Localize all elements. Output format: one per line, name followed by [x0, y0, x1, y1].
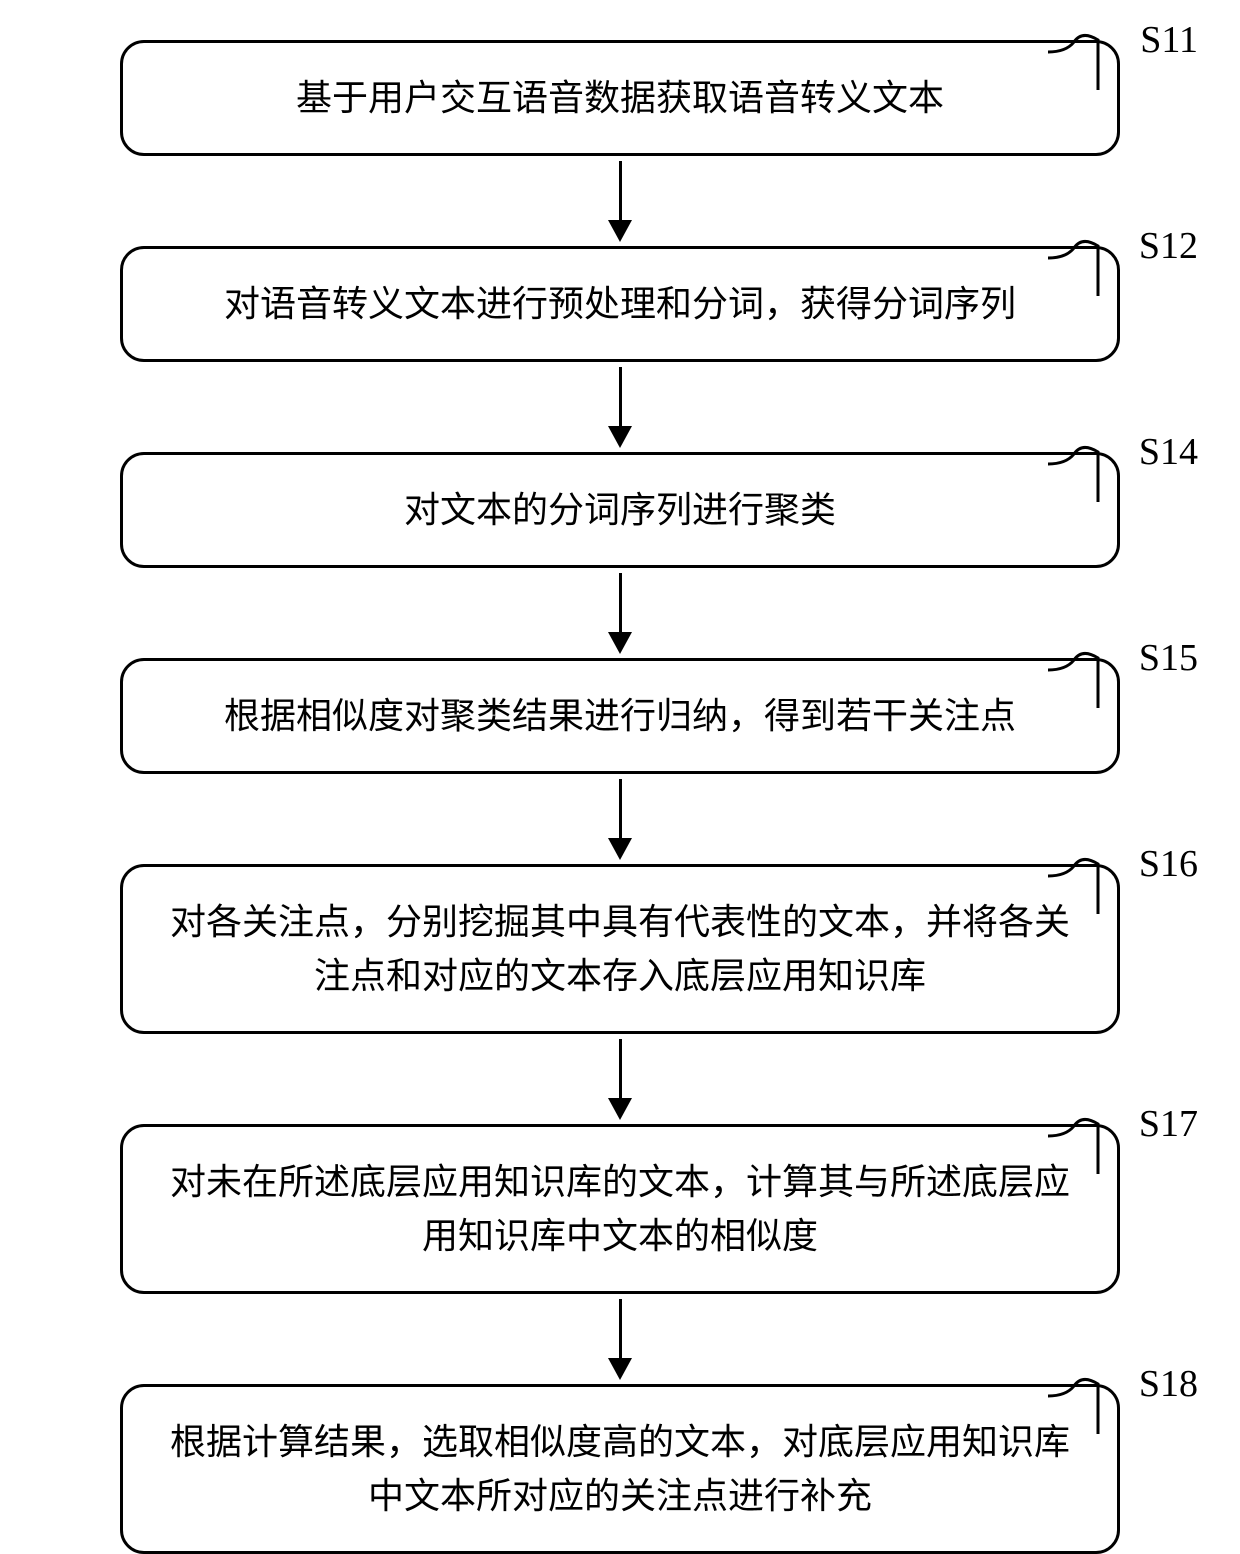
node-wrapper-s17: 对未在所述底层应用知识库的文本，计算其与所述底层应用知识库中文本的相似度 S17: [60, 1124, 1180, 1294]
flowchart-node-s11: 基于用户交互语音数据获取语音转义文本: [120, 40, 1120, 156]
arrow-head: [608, 838, 632, 860]
node-wrapper-s14: 对文本的分词序列进行聚类 S14: [60, 452, 1180, 568]
node-text-s12: 对语音转义文本进行预处理和分词，获得分词序列: [224, 277, 1016, 331]
arrow-head: [608, 1358, 632, 1380]
arrow-line: [619, 1039, 622, 1099]
arrow-head: [608, 426, 632, 448]
arrow-head: [608, 220, 632, 242]
arrow-line: [619, 367, 622, 427]
flowchart-node-s16: 对各关注点，分别挖掘其中具有代表性的文本，并将各关注点和对应的文本存入底层应用知…: [120, 864, 1120, 1034]
node-wrapper-s11: 基于用户交互语音数据获取语音转义文本 S11: [60, 40, 1180, 156]
arrow-4: [608, 774, 632, 864]
arrow-line: [619, 1299, 622, 1359]
step-label-s18: S18: [1139, 1362, 1198, 1406]
flowchart-node-s17: 对未在所述底层应用知识库的文本，计算其与所述底层应用知识库中文本的相似度: [120, 1124, 1120, 1294]
node-text-s16: 对各关注点，分别挖掘其中具有代表性的文本，并将各关注点和对应的文本存入底层应用知…: [163, 895, 1077, 1003]
arrow-line: [619, 161, 622, 221]
flowchart-node-s15: 根据相似度对聚类结果进行归纳，得到若干关注点: [120, 658, 1120, 774]
flowchart-node-s14: 对文本的分词序列进行聚类: [120, 452, 1120, 568]
arrow-line: [619, 779, 622, 839]
flowchart-container: 基于用户交互语音数据获取语音转义文本 S11 对语音转义文本进行预处理和分词，获…: [60, 40, 1180, 1554]
node-text-s18: 根据计算结果，选取相似度高的文本，对底层应用知识库中文本所对应的关注点进行补充: [163, 1415, 1077, 1523]
node-text-s11: 基于用户交互语音数据获取语音转义文本: [296, 71, 944, 125]
flowchart-node-s12: 对语音转义文本进行预处理和分词，获得分词序列: [120, 246, 1120, 362]
arrow-head: [608, 632, 632, 654]
step-label-s14: S14: [1139, 430, 1198, 474]
node-text-s17: 对未在所述底层应用知识库的文本，计算其与所述底层应用知识库中文本的相似度: [163, 1155, 1077, 1263]
node-wrapper-s15: 根据相似度对聚类结果进行归纳，得到若干关注点 S15: [60, 658, 1180, 774]
arrow-line: [619, 573, 622, 633]
node-text-s14: 对文本的分词序列进行聚类: [404, 483, 836, 537]
step-label-s12: S12: [1139, 224, 1198, 268]
node-text-s15: 根据相似度对聚类结果进行归纳，得到若干关注点: [224, 689, 1016, 743]
flowchart-node-s18: 根据计算结果，选取相似度高的文本，对底层应用知识库中文本所对应的关注点进行补充: [120, 1384, 1120, 1554]
arrow-3: [608, 568, 632, 658]
step-label-s16: S16: [1139, 842, 1198, 886]
arrow-head: [608, 1098, 632, 1120]
arrow-1: [608, 156, 632, 246]
node-wrapper-s12: 对语音转义文本进行预处理和分词，获得分词序列 S12: [60, 246, 1180, 362]
step-label-s15: S15: [1139, 636, 1198, 680]
step-label-s17: S17: [1139, 1102, 1198, 1146]
arrow-5: [608, 1034, 632, 1124]
node-wrapper-s18: 根据计算结果，选取相似度高的文本，对底层应用知识库中文本所对应的关注点进行补充 …: [60, 1384, 1180, 1554]
node-wrapper-s16: 对各关注点，分别挖掘其中具有代表性的文本，并将各关注点和对应的文本存入底层应用知…: [60, 864, 1180, 1034]
step-label-s11: S11: [1140, 18, 1198, 62]
arrow-2: [608, 362, 632, 452]
arrow-6: [608, 1294, 632, 1384]
